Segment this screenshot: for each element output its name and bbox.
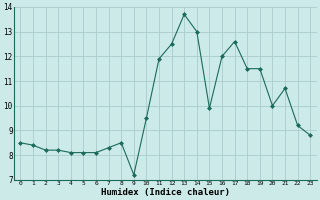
X-axis label: Humidex (Indice chaleur): Humidex (Indice chaleur) [101, 188, 230, 197]
